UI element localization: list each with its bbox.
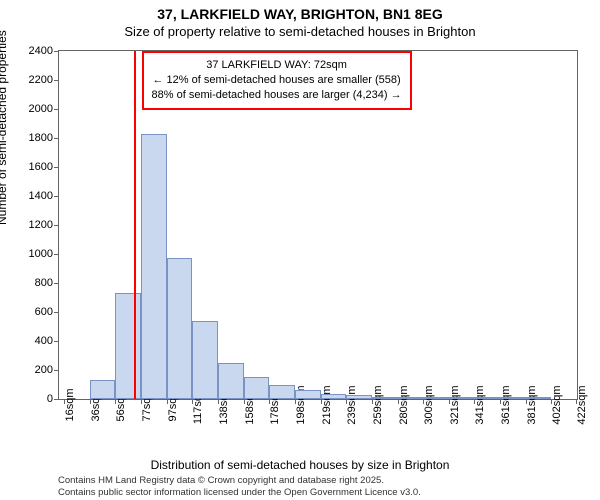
x-tick-mark <box>167 399 168 404</box>
y-tick-label: 800 <box>35 277 53 289</box>
y-tick-mark <box>54 341 59 342</box>
histogram-bar <box>218 363 244 399</box>
y-tick-mark <box>54 138 59 139</box>
histogram-bar <box>449 397 475 399</box>
histogram-bar <box>269 385 295 400</box>
y-tick-label: 1400 <box>29 190 53 202</box>
y-tick-mark <box>54 254 59 255</box>
y-tick-label: 2200 <box>29 74 53 86</box>
y-tick-mark <box>54 51 59 52</box>
chart-title-sub: Size of property relative to semi-detach… <box>0 22 600 45</box>
histogram-bar <box>141 134 167 399</box>
x-tick-mark <box>398 399 399 404</box>
histogram-bar <box>115 293 141 399</box>
x-tick-label: 381sqm <box>526 385 538 424</box>
x-tick-mark <box>500 399 501 404</box>
y-tick-label: 400 <box>35 335 53 347</box>
plot-area: 0200400600800100012001400160018002000220… <box>58 50 578 400</box>
histogram-bar <box>526 397 552 399</box>
histogram-bar <box>398 397 424 399</box>
x-tick-label: 219sqm <box>321 385 333 424</box>
y-tick-mark <box>54 370 59 371</box>
histogram-bar <box>167 258 193 399</box>
y-tick-label: 1200 <box>29 219 53 231</box>
x-tick-mark <box>244 399 245 404</box>
y-tick-mark <box>54 399 59 400</box>
histogram-bar <box>244 377 270 399</box>
histogram-bar <box>321 394 347 399</box>
y-tick-mark <box>54 109 59 110</box>
histogram-bar <box>423 397 449 399</box>
histogram-bar <box>90 380 116 399</box>
x-tick-mark <box>449 399 450 404</box>
x-tick-mark <box>526 399 527 404</box>
y-tick-label: 2000 <box>29 103 53 115</box>
y-tick-label: 0 <box>47 393 53 405</box>
y-axis-label: Number of semi-detached properties <box>0 30 9 225</box>
y-tick-label: 1000 <box>29 248 53 260</box>
x-tick-label: 259sqm <box>372 385 384 424</box>
footer-line-1: Contains HM Land Registry data © Crown c… <box>58 475 578 486</box>
x-tick-mark <box>372 399 373 404</box>
chart-title-main: 37, LARKFIELD WAY, BRIGHTON, BN1 8EG <box>0 0 600 22</box>
y-tick-label: 2400 <box>29 45 53 57</box>
histogram-bar <box>500 397 526 399</box>
x-tick-mark <box>346 399 347 404</box>
footer-line-2: Contains public sector information licen… <box>58 487 578 498</box>
x-tick-mark <box>64 399 65 404</box>
y-tick-mark <box>54 80 59 81</box>
x-tick-mark <box>218 399 219 404</box>
y-tick-mark <box>54 283 59 284</box>
x-tick-mark <box>192 399 193 404</box>
x-tick-label: 341sqm <box>474 385 486 424</box>
y-tick-label: 200 <box>35 364 53 376</box>
x-tick-label: 361sqm <box>500 385 512 424</box>
annotation-line-2: ← 12% of semi-detached houses are smalle… <box>152 73 402 88</box>
x-tick-mark <box>269 399 270 404</box>
x-tick-label: 422sqm <box>576 385 588 424</box>
histogram-bar <box>192 321 218 399</box>
x-tick-label: 402sqm <box>551 385 563 424</box>
chart-footer: Contains HM Land Registry data © Crown c… <box>58 475 578 498</box>
x-tick-label: 280sqm <box>398 385 410 424</box>
x-tick-label: 300sqm <box>423 385 435 424</box>
chart-container: 37, LARKFIELD WAY, BRIGHTON, BN1 8EG Siz… <box>0 0 600 500</box>
x-tick-label: 16sqm <box>64 388 76 421</box>
y-tick-mark <box>54 167 59 168</box>
x-tick-mark <box>474 399 475 404</box>
annotation-line-1: 37 LARKFIELD WAY: 72sqm <box>152 58 402 73</box>
x-tick-mark <box>115 399 116 404</box>
x-tick-label: 239sqm <box>346 385 358 424</box>
x-tick-mark <box>321 399 322 404</box>
annotation-box: 37 LARKFIELD WAY: 72sqm← 12% of semi-det… <box>142 51 412 110</box>
y-tick-mark <box>54 225 59 226</box>
y-tick-mark <box>54 196 59 197</box>
x-tick-mark <box>141 399 142 404</box>
y-tick-mark <box>54 312 59 313</box>
property-marker-line <box>134 51 136 399</box>
y-tick-label: 600 <box>35 306 53 318</box>
histogram-bar <box>372 397 398 399</box>
x-tick-mark <box>423 399 424 404</box>
histogram-bar <box>474 397 500 399</box>
x-tick-label: 321sqm <box>449 385 461 424</box>
annotation-line-3: 88% of semi-detached houses are larger (… <box>152 88 402 103</box>
x-tick-mark <box>551 399 552 404</box>
x-tick-mark <box>90 399 91 404</box>
histogram-bar <box>346 395 372 399</box>
y-tick-label: 1600 <box>29 161 53 173</box>
x-tick-mark <box>295 399 296 404</box>
x-axis-label: Distribution of semi-detached houses by … <box>0 458 600 472</box>
x-tick-mark <box>576 399 577 404</box>
histogram-bar <box>295 390 321 399</box>
y-tick-label: 1800 <box>29 132 53 144</box>
